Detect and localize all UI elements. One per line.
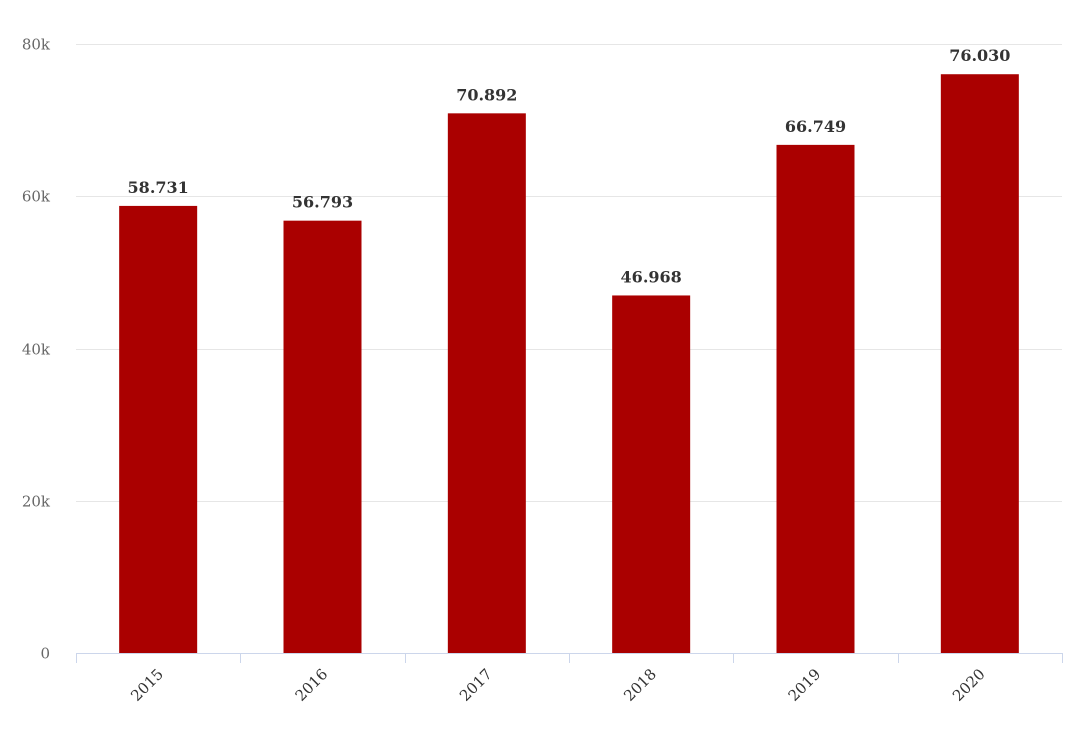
y-tick-label: 40k — [22, 341, 51, 359]
data-label-2017: 70.892 — [456, 85, 517, 104]
y-axis-tick-labels: 0 20k 40k 60k 80k — [22, 36, 51, 663]
y-tick-label: 0 — [40, 645, 50, 663]
x-tick-label-2017: 2017 — [456, 665, 496, 705]
y-tick-label: 60k — [22, 188, 51, 206]
y-tick-label: 80k — [22, 36, 51, 54]
y-tick-label: 20k — [22, 493, 51, 511]
gridlines — [76, 44, 1062, 502]
data-labels: 58.731 56.793 70.892 46.968 66.749 76.030 — [128, 46, 1011, 286]
x-tick-label-2018: 2018 — [620, 665, 660, 705]
bar-2019[interactable] — [776, 144, 855, 653]
x-tick-label-2015: 2015 — [127, 665, 167, 705]
x-axis: 2015 2016 2017 2018 2019 2020 — [76, 653, 1063, 705]
x-tick-label-2019: 2019 — [785, 665, 825, 705]
data-label-2020: 76.030 — [949, 46, 1010, 65]
data-label-2015: 58.731 — [128, 178, 189, 197]
bar-2018[interactable] — [612, 295, 691, 653]
data-label-2016: 56.793 — [292, 193, 353, 212]
data-label-2019: 66.749 — [785, 117, 846, 136]
x-tick-label-2020: 2020 — [949, 665, 989, 705]
bars — [119, 74, 1019, 654]
bar-2017[interactable] — [447, 113, 526, 653]
bar-2020[interactable] — [940, 74, 1019, 654]
data-label-2018: 46.968 — [621, 267, 682, 286]
bar-2016[interactable] — [283, 220, 362, 654]
bar-2015[interactable] — [119, 205, 198, 653]
x-tick-label-2016: 2016 — [292, 665, 332, 705]
